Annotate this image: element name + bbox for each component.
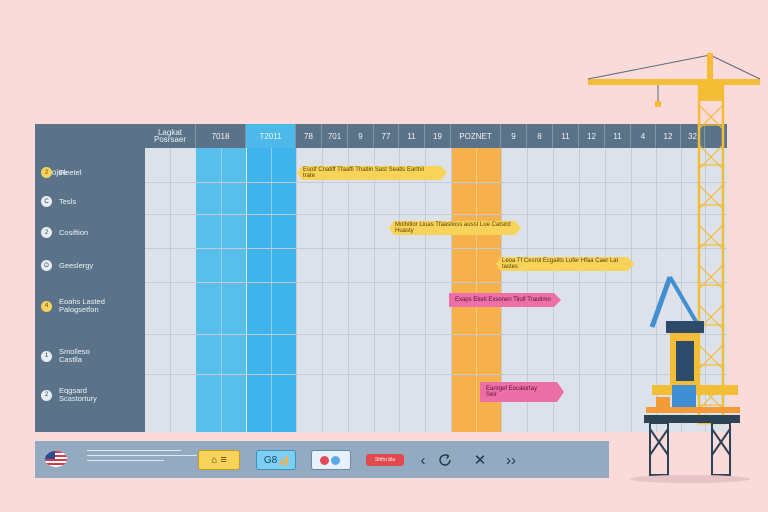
gantt-chart: Lagkat Posrsaer 7018 T2011 78 701 9 77 1…: [35, 124, 727, 432]
header-col-14[interactable]: 11: [605, 124, 631, 148]
task-bar-2[interactable]: Leoa Tf Cesrol Ecgaiits Lufer Hfaa Caer …: [496, 257, 634, 271]
row-label-1[interactable]: C Tesls: [41, 196, 76, 207]
header-col-11[interactable]: 8: [527, 124, 553, 148]
row-label-3[interactable]: O Geeslergy: [41, 260, 93, 271]
header-col-1[interactable]: 7018: [196, 124, 246, 148]
header-col-17[interactable]: 32: [681, 124, 705, 148]
header-col-4[interactable]: 701: [322, 124, 348, 148]
people-icon: [319, 455, 340, 465]
row-3-label: Geeslergy: [59, 260, 94, 270]
header-col-7[interactable]: 11: [399, 124, 425, 148]
header-col-16[interactable]: 12: [656, 124, 681, 148]
row-label-5[interactable]: 1 Smolleso Castlla: [41, 348, 90, 364]
double-chevron-right-icon[interactable]: ››: [506, 451, 516, 469]
row-1-status-icon: C: [41, 196, 52, 207]
project-label: Fyojue: [43, 168, 68, 177]
toolbar-info-lines: [87, 450, 197, 465]
x-icon[interactable]: ✕: [473, 452, 487, 469]
row-6-label: Eqgsard Scastortury: [59, 386, 97, 403]
row-2-label: Cosiftion: [59, 227, 89, 237]
people-button[interactable]: [311, 450, 351, 470]
row-4-label: Eoahs Lasted Palogsetfon: [59, 297, 105, 314]
row-0-label: Fleetel: [59, 167, 82, 177]
chart-button[interactable]: G8: [256, 450, 296, 470]
task-bar-1[interactable]: Molhitlor Liuas Tfaaslioss ausst Lue Cat…: [389, 221, 521, 235]
row-2-status-icon: 2: [41, 227, 52, 238]
project-sidebar: Fyojue: [35, 148, 145, 432]
home-list-button[interactable]: ⌂ ≡: [198, 450, 240, 470]
header-col-9[interactable]: POZNET: [451, 124, 501, 148]
home-list-label: ≡: [220, 454, 227, 466]
row-3-status-icon: O: [41, 260, 52, 271]
chart-button-label: G8: [263, 454, 278, 466]
bottom-toolbar: ⌂ ≡ G8 Shfro bla ‹ ✕ ››: [35, 441, 609, 478]
chevron-left-icon[interactable]: ‹: [420, 451, 426, 469]
house-icon: ⌂: [211, 454, 218, 466]
bar-chart-icon: [280, 455, 289, 465]
red-action-button[interactable]: Shfro bla: [366, 454, 404, 466]
timeline-header: Lagkat Posrsaer 7018 T2011 78 701 9 77 1…: [35, 124, 727, 148]
row-4-status-icon: 4: [41, 300, 52, 312]
header-col-8[interactable]: 19: [425, 124, 451, 148]
task-bar-0[interactable]: Esotf Cnatiff Tfaaffi Thatlin Sast Seatl…: [297, 166, 447, 180]
row-5-status-icon: 1: [41, 350, 52, 362]
row-label-6[interactable]: 2 Eqgsard Scastortury: [41, 387, 97, 403]
header-col-6[interactable]: 77: [374, 124, 399, 148]
refresh-icon[interactable]: [435, 450, 455, 470]
row-label-4[interactable]: 4 Eoahs Lasted Palogsetfon: [41, 298, 105, 314]
header-col-13[interactable]: 12: [579, 124, 605, 148]
header-col-5[interactable]: 9: [348, 124, 374, 148]
red-action-label: Shfro bla: [374, 457, 395, 463]
row-label-2[interactable]: 2 Cosiftion: [41, 227, 88, 238]
crane-base: [649, 422, 731, 476]
row-1-label: Tesls: [59, 196, 77, 206]
header-col-0[interactable]: Lagkat Posrsaer: [145, 124, 196, 148]
row-5-label: Smolleso Castlla: [59, 347, 90, 364]
header-col-10[interactable]: 9: [501, 124, 527, 148]
task-bar-3[interactable]: Exaps Eketi Exsonen Tiiulf Trautimo: [449, 293, 561, 307]
us-flag-icon[interactable]: [45, 451, 67, 467]
header-col-15[interactable]: 4: [631, 124, 656, 148]
row-0-status-icon: 2: [41, 167, 52, 178]
crane-illustration: [587, 53, 761, 483]
mobile-crane: [646, 275, 740, 413]
row-6-status-icon: 2: [41, 389, 52, 401]
header-col-2[interactable]: T2011: [246, 124, 296, 148]
header-col-3[interactable]: 78: [296, 124, 322, 148]
row-label-0[interactable]: 2 Fleetel: [41, 167, 82, 178]
task-bar-4[interactable]: Earirgef Eocaiortay Seir: [480, 382, 564, 402]
header-col-12[interactable]: 11: [553, 124, 579, 148]
